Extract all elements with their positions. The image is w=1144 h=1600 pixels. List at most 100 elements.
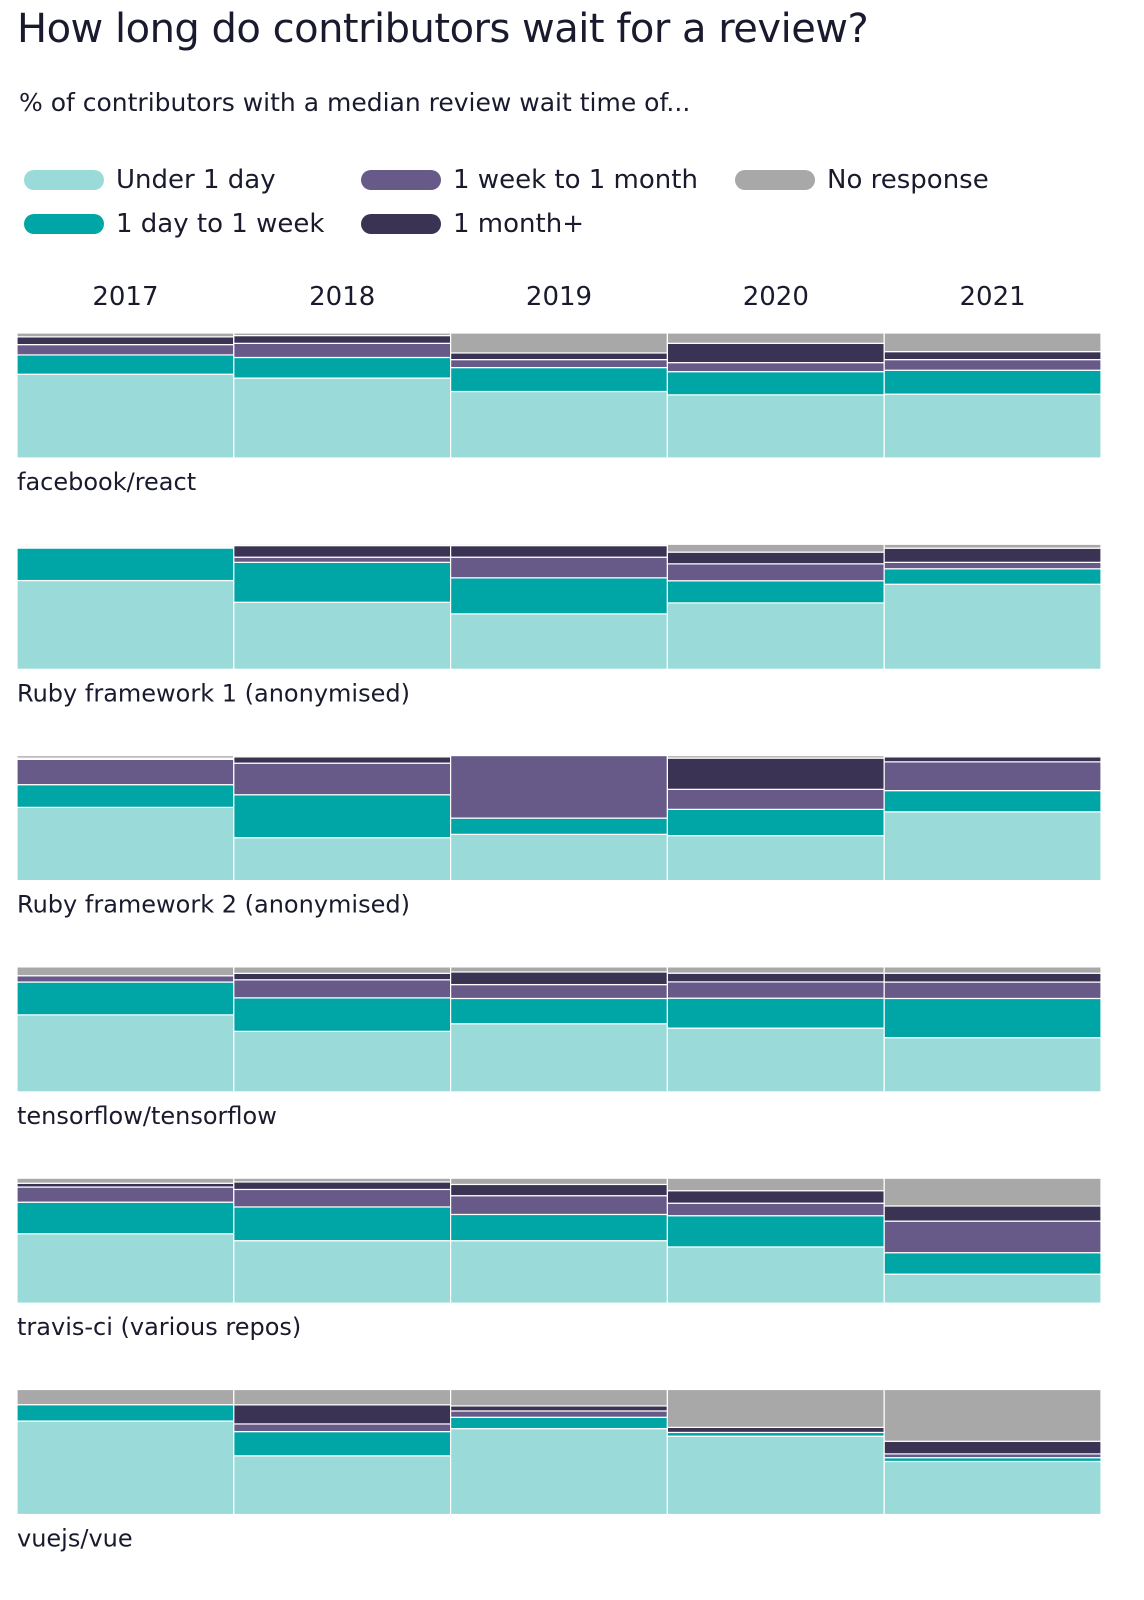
segment-vuejs-vue-2017-1-day-to-1-week <box>16 1404 235 1422</box>
year-label-2018: 2018 <box>309 282 375 312</box>
segment-travis-ci-various-repos-2021-under-1-day <box>883 1273 1102 1304</box>
segment-ruby-framework-2-anonymised-2018-under-1-day <box>233 837 452 882</box>
segment-tensorflow-tensorflow-2017-1-week-to-1-month <box>16 975 235 983</box>
segment-tensorflow-tensorflow-2021-1-week-to-1-month <box>883 981 1102 1000</box>
segment-facebook-react-2019-under-1-day <box>450 390 669 459</box>
year-label-2021: 2021 <box>960 282 1026 312</box>
segment-travis-ci-various-repos-2020-1-day-to-1-week <box>666 1215 885 1248</box>
segment-tensorflow-tensorflow-2019-1-month-plus <box>450 971 669 986</box>
segment-travis-ci-various-repos-2019-1-week-to-1-month <box>450 1195 669 1216</box>
segment-ruby-framework-2-anonymised-2019-1-day-to-1-week <box>450 817 669 835</box>
segment-travis-ci-various-repos-2020-no-response <box>666 1177 885 1192</box>
segment-ruby-framework-1-anonymised-2020-1-month-plus <box>666 551 885 565</box>
segment-ruby-framework-1-anonymised-2020-1-day-to-1-week <box>666 580 885 604</box>
segment-tensorflow-tensorflow-2019-1-week-to-1-month <box>450 983 669 1000</box>
segment-tensorflow-tensorflow-2021-no-response <box>883 966 1102 974</box>
segment-tensorflow-tensorflow-2020-1-month-plus <box>666 972 885 983</box>
repo-label-ruby-framework-1-anonymised: Ruby framework 1 (anonymised) <box>17 679 410 707</box>
segment-tensorflow-tensorflow-2020-under-1-day <box>666 1027 885 1093</box>
segment-ruby-framework-2-anonymised-2018-1-day-to-1-week <box>233 794 452 839</box>
segment-facebook-react-2021-1-month-plus <box>883 351 1102 361</box>
year-label-2017: 2017 <box>92 282 158 312</box>
segment-tensorflow-tensorflow-2018-1-month-plus <box>233 972 452 981</box>
segment-tensorflow-tensorflow-2017-under-1-day <box>16 1014 235 1093</box>
segment-travis-ci-various-repos-2019-no-response <box>450 1177 669 1186</box>
segment-travis-ci-various-repos-2020-1-month-plus <box>666 1190 885 1204</box>
segment-ruby-framework-1-anonymised-2019-1-month-plus <box>450 544 669 558</box>
segment-ruby-framework-2-anonymised-2018-1-week-to-1-month <box>233 762 452 796</box>
segment-vuejs-vue-2019-no-response <box>450 1388 669 1407</box>
segment-ruby-framework-2-anonymised-2021-1-day-to-1-week <box>883 789 1102 813</box>
segment-facebook-react-2017-1-month-plus <box>16 336 235 346</box>
segment-vuejs-vue-2018-1-week-to-1-month <box>233 1423 452 1433</box>
segment-travis-ci-various-repos-2020-1-week-to-1-month <box>666 1202 885 1217</box>
segment-ruby-framework-2-anonymised-2017-under-1-day <box>16 806 235 882</box>
segment-vuejs-vue-2020-no-response <box>666 1388 885 1428</box>
segment-ruby-framework-1-anonymised-2018-under-1-day <box>233 601 452 670</box>
segment-vuejs-vue-2020-under-1-day <box>666 1435 885 1516</box>
segment-ruby-framework-1-anonymised-2020-1-week-to-1-month <box>666 563 885 582</box>
segment-travis-ci-various-repos-2018-1-week-to-1-month <box>233 1188 452 1208</box>
segment-tensorflow-tensorflow-2021-1-month-plus <box>883 972 1102 983</box>
segment-ruby-framework-2-anonymised-2018-1-month-plus <box>233 756 452 764</box>
segment-tensorflow-tensorflow-2018-1-day-to-1-week <box>233 997 452 1032</box>
segment-ruby-framework-2-anonymised-2020-1-month-plus <box>666 757 885 790</box>
segment-ruby-framework-2-anonymised-2021-no-response <box>883 754 1102 758</box>
segment-ruby-framework-2-anonymised-2021-under-1-day <box>883 811 1102 882</box>
segment-vuejs-vue-2018-1-day-to-1-week <box>233 1430 452 1457</box>
segment-ruby-framework-1-anonymised-2020-under-1-day <box>666 602 885 670</box>
segment-ruby-framework-2-anonymised-2017-1-day-to-1-week <box>16 784 235 808</box>
segment-ruby-framework-1-anonymised-2021-1-month-plus <box>883 547 1102 563</box>
segment-facebook-react-2017-1-day-to-1-week <box>16 354 235 375</box>
segment-ruby-framework-1-anonymised-2019-no-response <box>450 543 669 547</box>
segment-travis-ci-various-repos-2021-1-month-plus <box>883 1205 1102 1222</box>
segment-ruby-framework-2-anonymised-2020-under-1-day <box>666 834 885 882</box>
segment-ruby-framework-1-anonymised-2021-1-week-to-1-month <box>883 561 1102 570</box>
segment-travis-ci-various-repos-2019-1-month-plus <box>450 1183 669 1197</box>
segment-vuejs-vue-2019-1-week-to-1-month <box>450 1410 669 1418</box>
segment-tensorflow-tensorflow-2018-under-1-day <box>233 1030 452 1093</box>
segment-tensorflow-tensorflow-2020-no-response <box>666 966 885 974</box>
segment-travis-ci-various-repos-2019-under-1-day <box>450 1240 669 1304</box>
segment-facebook-react-2018-1-day-to-1-week <box>233 356 452 379</box>
segment-vuejs-vue-2019-1-month-plus <box>450 1405 669 1412</box>
segment-ruby-framework-2-anonymised-2019-1-week-to-1-month <box>450 754 669 819</box>
chart-title: How long do contributors wait for a revi… <box>17 6 869 52</box>
repo-label-travis-ci-various-repos: travis-ci (various repos) <box>17 1313 301 1341</box>
segment-travis-ci-various-repos-2017-1-day-to-1-week <box>16 1201 235 1235</box>
segment-tensorflow-tensorflow-2020-1-week-to-1-month <box>666 981 885 999</box>
segment-tensorflow-tensorflow-2020-1-day-to-1-week <box>666 997 885 1029</box>
segment-facebook-react-2020-1-week-to-1-month <box>666 362 885 373</box>
segment-travis-ci-various-repos-2017-no-response <box>16 1177 235 1184</box>
segment-travis-ci-various-repos-2021-no-response <box>883 1177 1102 1207</box>
segment-vuejs-vue-2018-1-month-plus <box>233 1404 452 1425</box>
segment-facebook-react-2019-1-day-to-1-week <box>450 366 669 393</box>
segment-ruby-framework-1-anonymised-2020-no-response <box>666 543 885 553</box>
segment-travis-ci-various-repos-2018-no-response <box>233 1177 452 1183</box>
segment-facebook-react-2018-under-1-day <box>233 377 452 459</box>
segment-vuejs-vue-2019-under-1-day <box>450 1428 669 1516</box>
segment-ruby-framework-1-anonymised-2018-1-day-to-1-week <box>233 561 452 603</box>
segment-facebook-react-2019-1-week-to-1-month <box>450 359 669 369</box>
segment-travis-ci-various-repos-2018-1-month-plus <box>233 1181 452 1191</box>
segment-ruby-framework-1-anonymised-2019-1-week-to-1-month <box>450 556 669 579</box>
segment-tensorflow-tensorflow-2017-no-response <box>16 966 235 977</box>
segment-ruby-framework-1-anonymised-2018-1-week-to-1-month <box>233 556 452 563</box>
segment-facebook-react-2018-1-week-to-1-month <box>233 342 452 359</box>
segment-travis-ci-various-repos-2018-under-1-day <box>233 1240 452 1304</box>
segment-facebook-react-2019-1-month-plus <box>450 352 669 361</box>
segment-vuejs-vue-2021-no-response <box>883 1388 1102 1442</box>
segment-ruby-framework-1-anonymised-2017-1-day-to-1-week <box>16 547 235 582</box>
segment-travis-ci-various-repos-2021-1-week-to-1-month <box>883 1220 1102 1254</box>
segment-tensorflow-tensorflow-2021-1-day-to-1-week <box>883 997 1102 1039</box>
segment-ruby-framework-1-anonymised-2017-under-1-day <box>16 579 235 670</box>
segment-facebook-react-2019-no-response <box>450 332 669 354</box>
segment-tensorflow-tensorflow-2018-1-week-to-1-month <box>233 979 452 999</box>
segment-travis-ci-various-repos-2017-1-week-to-1-month <box>16 1186 235 1203</box>
segment-ruby-framework-2-anonymised-2021-1-month-plus <box>883 756 1102 763</box>
segment-facebook-react-2020-1-month-plus <box>666 342 885 364</box>
segment-travis-ci-various-repos-2020-under-1-day <box>666 1246 885 1304</box>
repo-label-tensorflow-tensorflow: tensorflow/tensorflow <box>17 1102 277 1130</box>
segment-ruby-framework-2-anonymised-2018-no-response <box>233 754 452 758</box>
